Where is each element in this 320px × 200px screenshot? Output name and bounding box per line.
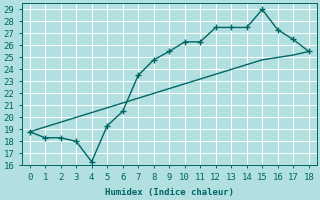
X-axis label: Humidex (Indice chaleur): Humidex (Indice chaleur) (105, 188, 234, 197)
